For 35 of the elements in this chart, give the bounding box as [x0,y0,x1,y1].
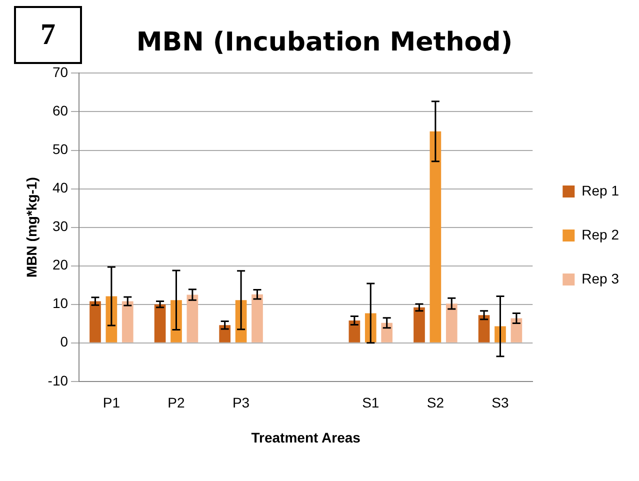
x-tick-label: S1 [362,394,380,411]
y-tick-label: 20 [52,256,68,273]
bar [186,294,198,342]
x-tick-label: S2 [426,394,444,411]
bar [154,304,166,342]
bar [219,325,231,342]
bar [381,322,393,342]
x-axis-title: Treatment Areas [251,429,361,446]
x-tick-label: P3 [232,394,250,411]
bar [510,318,522,342]
y-tick-label: 10 [52,295,68,312]
y-tick-label: -10 [48,372,68,388]
x-tick-label: P2 [168,394,186,411]
x-tick-label: S3 [492,394,510,411]
y-tick-label: 60 [52,102,68,119]
bar [446,304,458,342]
legend-label: Rep 1 [582,182,620,198]
legend-label: Rep 2 [582,226,620,242]
y-axis-title: MBN (mg*kg-1) [23,177,40,278]
chart-title: MBN (Incubation Method) [136,27,513,58]
bar [348,320,360,342]
text: 7 [14,6,82,64]
y-tick-label: 50 [52,141,68,158]
bar [478,315,490,342]
bar [122,301,134,342]
y-tick-label: 0 [60,334,68,350]
y-tick-label: 40 [52,180,68,196]
legend-label: Rep 3 [582,270,620,286]
bar [414,307,425,342]
y-tick-label: 70 [52,64,68,80]
bar [430,131,442,342]
bar [90,301,101,342]
bar [252,294,263,342]
x-tick-label: P1 [102,394,120,411]
y-tick-label: 30 [52,218,68,234]
